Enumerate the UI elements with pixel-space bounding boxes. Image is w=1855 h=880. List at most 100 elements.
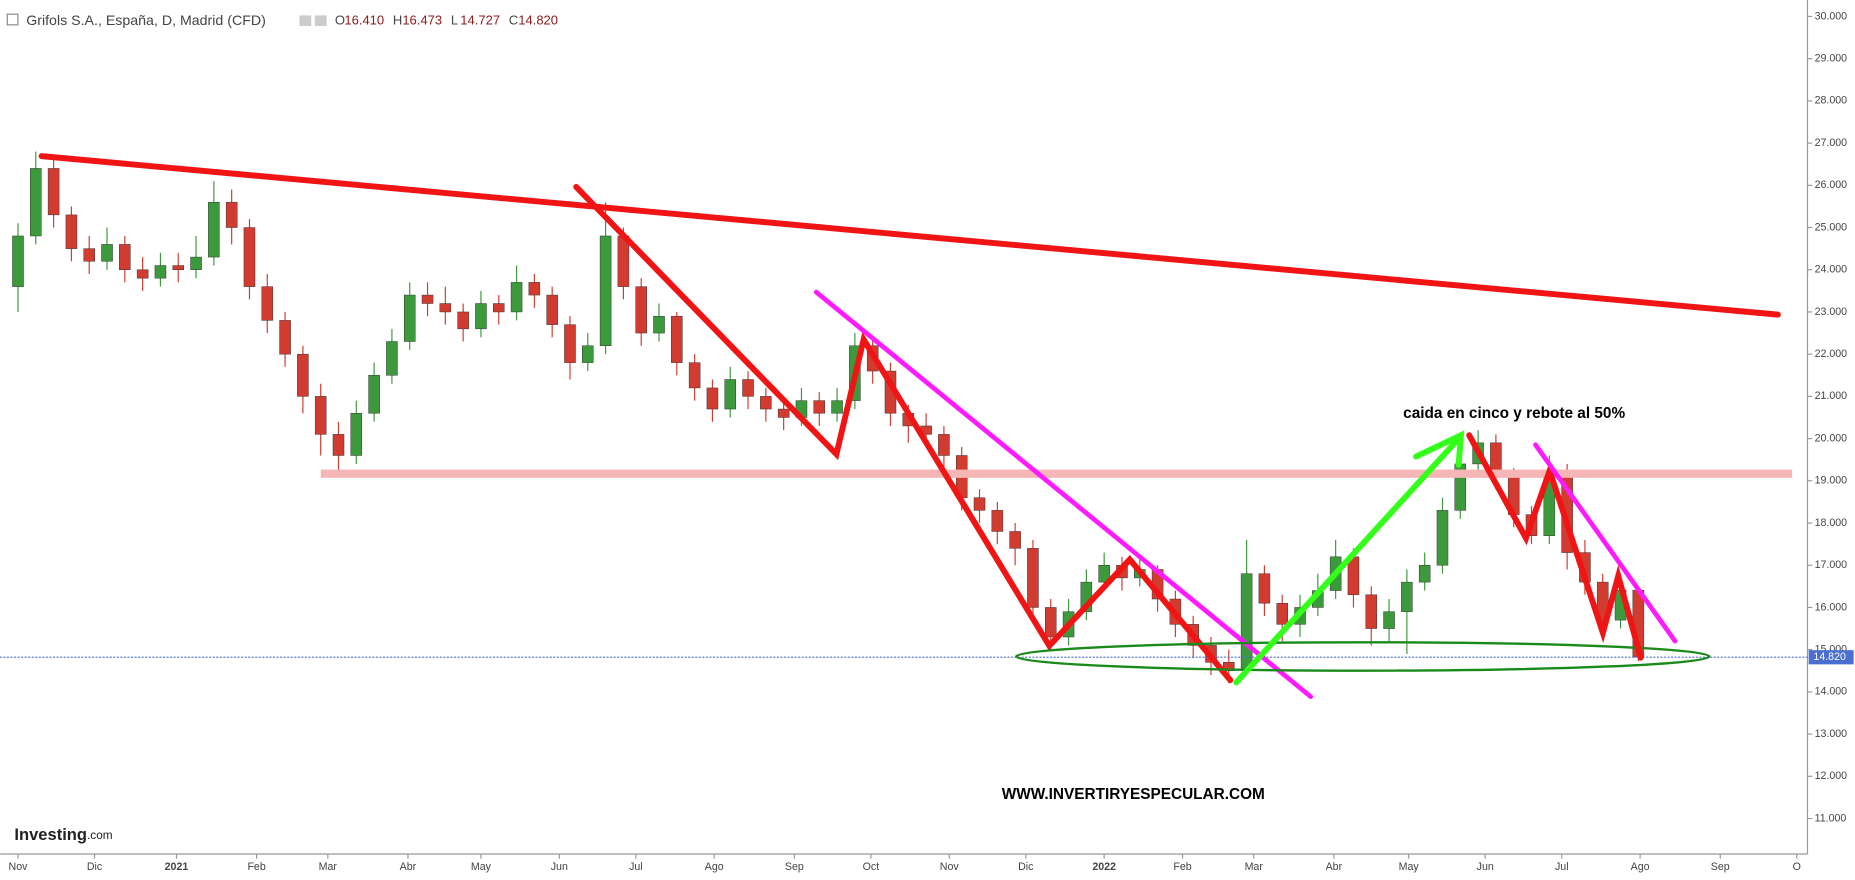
candle-body xyxy=(1044,607,1057,638)
candle-body xyxy=(30,168,42,237)
ohlc-value: 14.727 xyxy=(460,13,500,28)
icon[interactable] xyxy=(299,15,312,27)
x-tick-label: Ago xyxy=(705,861,724,873)
candle-body xyxy=(493,303,505,313)
candle-body xyxy=(617,235,630,287)
candle-body xyxy=(1365,594,1378,629)
candle-body xyxy=(510,282,523,313)
ohlc-value: 14.820 xyxy=(518,13,558,28)
candle-body xyxy=(582,345,594,363)
candle-body xyxy=(208,201,220,258)
candle-body xyxy=(831,400,843,414)
candle-body xyxy=(297,353,309,397)
candle-body xyxy=(1009,531,1021,549)
icon[interactable] xyxy=(314,15,327,27)
candle-body xyxy=(1098,565,1110,583)
x-tick-label: Nov xyxy=(9,861,29,873)
x-tick-label: 2021 xyxy=(165,861,189,873)
candle-body xyxy=(12,235,24,287)
candle-body xyxy=(1383,611,1395,629)
candle-body xyxy=(688,362,701,389)
y-tick-label: 14.000 xyxy=(1815,686,1848,698)
candle-body xyxy=(813,400,826,414)
candle-body xyxy=(101,244,113,262)
candle-body xyxy=(332,434,345,456)
x-tick-label: Ago xyxy=(1631,861,1650,873)
candle-body xyxy=(991,510,1004,532)
y-tick-label: 28.000 xyxy=(1815,95,1848,107)
x-tick-label: Feb xyxy=(1173,861,1191,873)
trend-line xyxy=(38,153,1781,318)
candle-body xyxy=(671,315,683,363)
ohlc-value: 16.410 xyxy=(344,13,384,28)
candle-body xyxy=(243,227,256,287)
watermark: WWW.INVERTIRYESPECULAR.COM xyxy=(1002,786,1265,803)
rebound-arrow xyxy=(1233,437,1461,686)
x-tick-label: May xyxy=(1399,861,1420,873)
x-tick-label: Dic xyxy=(1018,861,1034,873)
candle-body xyxy=(83,248,95,262)
ohlc-label: C xyxy=(509,13,518,28)
candle-body xyxy=(65,214,78,249)
y-tick-label: 20.000 xyxy=(1815,432,1848,444)
candle-body xyxy=(938,434,950,456)
x-tick-label: Jul xyxy=(629,861,643,873)
y-tick-label: 12.000 xyxy=(1815,770,1848,782)
support-zone xyxy=(320,469,1793,478)
collapse-icon[interactable] xyxy=(6,13,19,26)
x-tick-label: Dic xyxy=(87,861,103,873)
candle-body xyxy=(1240,573,1253,672)
channel-line xyxy=(1533,442,1678,644)
candle-body xyxy=(1276,602,1288,625)
candle-body xyxy=(119,244,131,270)
candle-body xyxy=(564,324,576,363)
candle-body xyxy=(653,315,665,334)
y-tick-label: 13.000 xyxy=(1815,728,1848,740)
candle-body xyxy=(190,256,202,270)
x-tick-label: Mar xyxy=(1245,861,1264,873)
candle-body xyxy=(1596,581,1609,621)
symbol: Grifols S.A., España, D, Madrid (CFD) xyxy=(26,13,266,29)
y-tick-label: 25.000 xyxy=(1815,221,1848,233)
candle-body xyxy=(599,235,612,346)
y-tick-label: 22.000 xyxy=(1815,348,1848,360)
x-tick-label: Abr xyxy=(1326,861,1343,873)
y-tick-label: 27.000 xyxy=(1815,137,1848,149)
candle-body xyxy=(475,303,487,330)
candle-body xyxy=(314,396,327,435)
candle-body xyxy=(421,294,434,304)
wave-line xyxy=(573,183,1234,684)
candle-body xyxy=(528,282,541,296)
candle-body xyxy=(154,265,167,279)
x-tick-label: Feb xyxy=(247,861,265,873)
candle-body xyxy=(1401,581,1413,612)
axes: 11.00012.00013.00014.00015.00016.00017.0… xyxy=(9,10,1854,873)
candle-body xyxy=(403,294,416,342)
arrow-head xyxy=(1413,430,1465,468)
x-tick-label: Sep xyxy=(1711,861,1730,873)
price-tag-label: 14.820 xyxy=(1813,651,1846,663)
candle-body xyxy=(973,497,986,511)
logo: Investing.com xyxy=(14,826,112,845)
candle-body xyxy=(261,286,274,321)
candle-body xyxy=(777,408,790,418)
y-tick-label: 11.000 xyxy=(1815,812,1847,824)
x-tick-label: 2022 xyxy=(1092,861,1116,873)
ohlc-label: L xyxy=(451,13,458,28)
candle-body xyxy=(1258,573,1271,604)
candle-body xyxy=(1027,548,1039,608)
drawings xyxy=(0,153,1809,700)
candle-body xyxy=(225,201,238,228)
candle-body xyxy=(279,320,291,355)
x-tick-label: Jul xyxy=(1555,861,1569,873)
ohlc-label: O xyxy=(335,13,345,28)
y-tick-label: 29.000 xyxy=(1815,52,1848,64)
candle-body xyxy=(546,294,558,325)
logo-suffix: .com xyxy=(87,828,113,842)
y-tick-label: 21.000 xyxy=(1815,390,1848,402)
candle-body xyxy=(760,396,772,410)
candle-body xyxy=(706,387,719,410)
candle-body xyxy=(136,269,149,279)
candle-body xyxy=(172,265,185,270)
x-tick-label: Oct xyxy=(863,861,880,873)
